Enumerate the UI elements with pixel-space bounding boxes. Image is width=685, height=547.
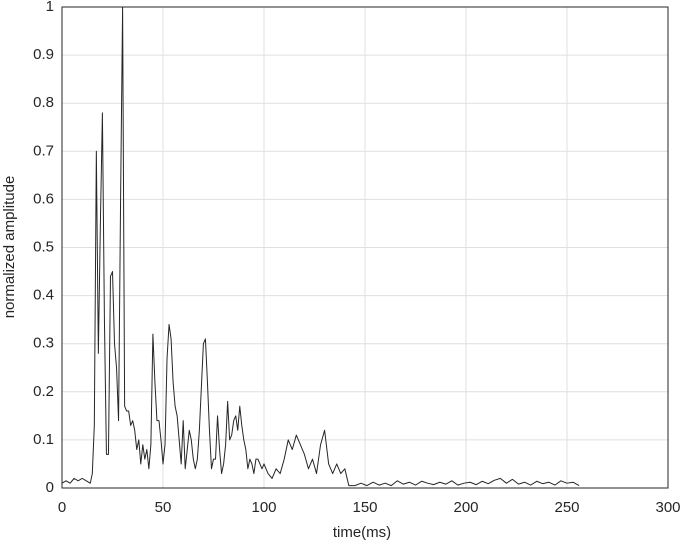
x-tick-label: 100 xyxy=(251,499,276,516)
x-tick-label: 150 xyxy=(352,499,377,516)
y-tick-label: 0.6 xyxy=(33,190,54,207)
line xyxy=(61,6,580,487)
x-tick-label: 50 xyxy=(155,499,172,516)
y-tick-label: 0.9 xyxy=(33,46,54,63)
y-axis-label: normalized amplitude xyxy=(1,176,18,319)
y-tick-label: 0.2 xyxy=(33,383,54,400)
x-tick-label: 200 xyxy=(453,499,478,516)
y-tick-label: 0 xyxy=(46,479,54,496)
x-tick-label: 300 xyxy=(655,499,680,516)
plot-box xyxy=(61,6,669,489)
x-tick-label: 250 xyxy=(554,499,579,516)
y-tick-label: 0.7 xyxy=(33,142,54,159)
y-tick-label: 0.5 xyxy=(33,238,54,255)
y-tick-label: 0.3 xyxy=(33,335,54,352)
y-tick-label: 0.1 xyxy=(33,431,54,448)
x-axis-label: time(ms) xyxy=(333,524,391,541)
y-tick-label: 1 xyxy=(46,0,54,15)
x-tick-label: 0 xyxy=(58,499,66,516)
y-tick-label: 0.4 xyxy=(33,287,54,304)
y-tick-label: 0.8 xyxy=(33,94,54,111)
